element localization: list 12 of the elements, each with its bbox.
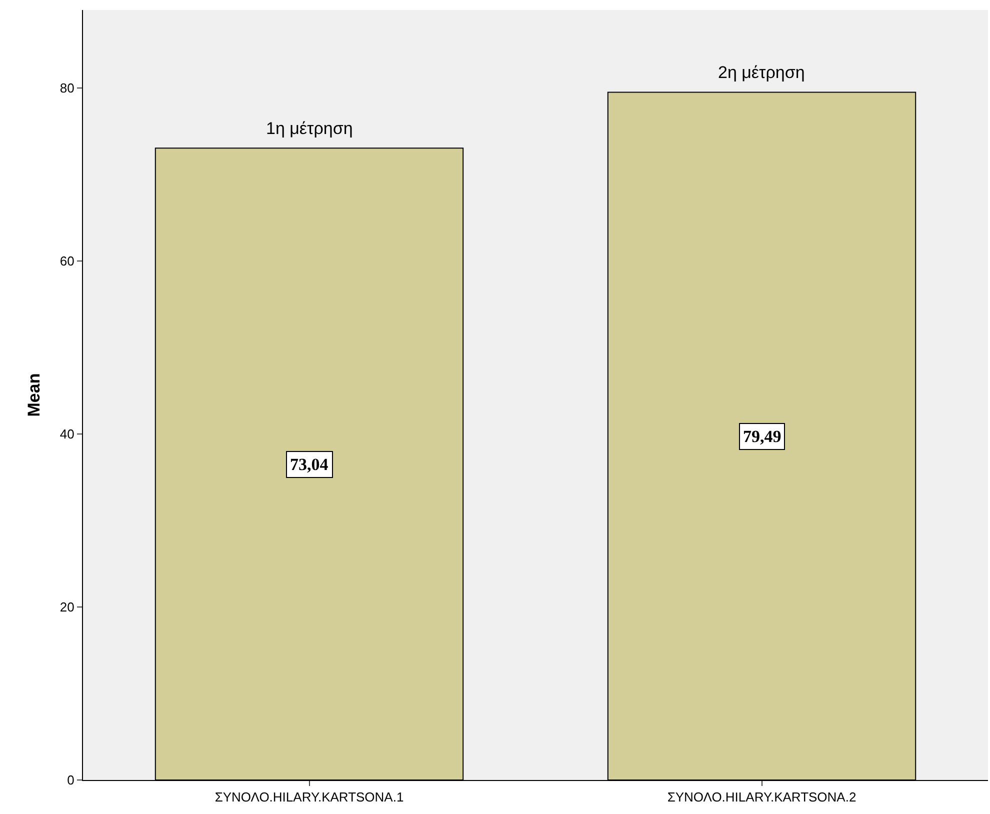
annotation: 2η μέτρηση <box>718 63 805 82</box>
x-tick-label: ΣΥΝΟΛΟ.HILARY.KARTSONA.1 <box>214 790 404 805</box>
y-tick-label: 40 <box>60 426 74 442</box>
y-tick-label: 60 <box>60 253 74 268</box>
y-axis-title: Mean <box>24 373 44 417</box>
annotation: 1η μέτρηση <box>266 119 353 138</box>
x-tick-label: ΣΥΝΟΛΟ.HILARY.KARTSONA.2 <box>667 790 856 805</box>
data-label: 73,04 <box>290 455 329 474</box>
y-tick-label: 20 <box>60 600 74 615</box>
y-tick-label: 80 <box>60 80 74 96</box>
data-label: 79,49 <box>743 427 782 446</box>
y-tick-label: 0 <box>67 772 74 788</box>
